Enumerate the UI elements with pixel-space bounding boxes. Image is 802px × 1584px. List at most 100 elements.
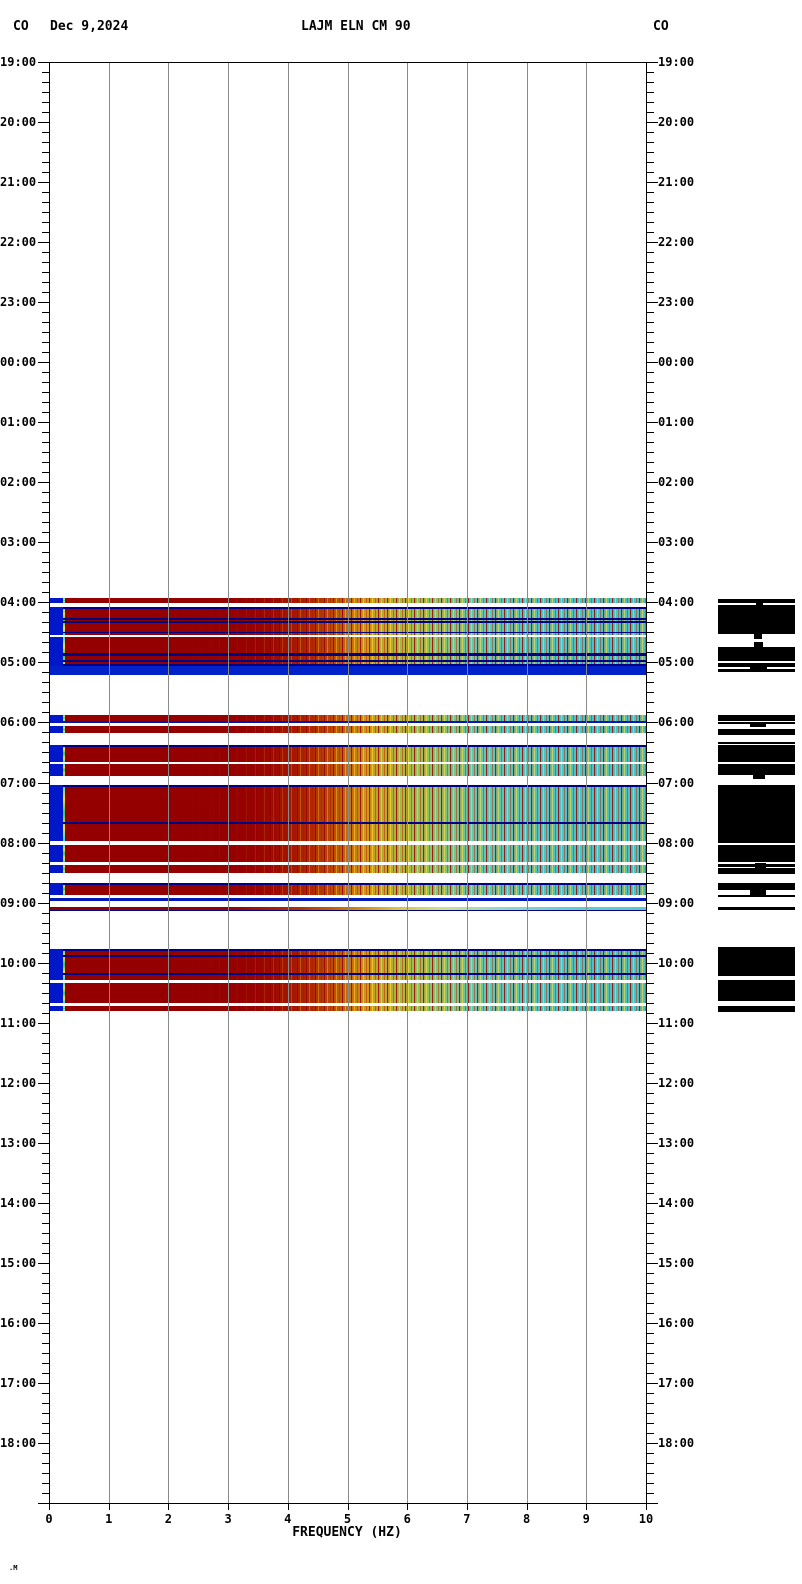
minor-tick-left — [42, 232, 49, 234]
minor-tick-right — [647, 712, 654, 714]
minor-tick-right — [647, 1402, 654, 1404]
minor-tick-right — [647, 1012, 654, 1014]
hour-tick-left — [38, 302, 49, 304]
band-top-edge — [63, 883, 646, 885]
low-frequency-strip — [49, 598, 63, 603]
minor-tick-left — [42, 1012, 49, 1014]
minor-tick-right — [647, 1042, 654, 1044]
hour-tick-left — [38, 482, 49, 484]
hour-tick-right — [647, 1022, 658, 1024]
spectrogram-band — [49, 764, 646, 776]
hour-tick-left — [38, 422, 49, 424]
minor-tick-right — [647, 1412, 654, 1414]
band-horizontal-line — [63, 621, 646, 623]
hour-tick-right — [647, 482, 658, 484]
frequency-gridline — [407, 62, 409, 1503]
minor-tick-left — [42, 1282, 49, 1284]
waveform-trace — [754, 642, 763, 647]
minor-tick-left — [42, 372, 49, 374]
minor-tick-left — [42, 732, 49, 734]
hour-tick-left — [38, 62, 49, 63]
x-tick-label: 4 — [284, 1512, 292, 1526]
minor-tick-left — [42, 92, 49, 94]
minor-tick-left — [42, 1042, 49, 1044]
time-label-right: 19:00 — [658, 55, 695, 69]
minor-tick-right — [647, 372, 654, 374]
minor-tick-right — [647, 222, 654, 224]
hour-tick-left — [38, 1262, 49, 1264]
minor-tick-left — [42, 1222, 49, 1224]
band-top-edge — [63, 785, 646, 787]
x-axis-tick — [586, 1503, 588, 1510]
time-label-right: 03:00 — [658, 535, 695, 550]
minor-tick-left — [42, 1472, 49, 1474]
minor-tick-right — [647, 802, 654, 804]
hour-tick-left — [38, 1322, 49, 1324]
minor-tick-left — [42, 382, 49, 384]
minor-tick-left — [42, 892, 49, 894]
waveform-trace — [718, 607, 795, 634]
waveform-trace — [750, 665, 767, 672]
minor-tick-left — [42, 832, 49, 834]
minor-tick-right — [647, 522, 654, 524]
band-horizontal-line — [63, 618, 646, 620]
minor-tick-left — [42, 1072, 49, 1074]
time-label-right: 05:00 — [658, 655, 695, 670]
waveform-trace — [754, 634, 762, 639]
hour-tick-left — [38, 842, 49, 844]
band-horizontal-line — [63, 973, 646, 975]
minor-tick-left — [42, 212, 49, 214]
time-label-left: 15:00 — [0, 1255, 37, 1270]
hour-tick-left — [38, 1082, 49, 1084]
minor-tick-right — [647, 952, 654, 954]
waveform-trace — [718, 729, 795, 735]
waveform-trace — [718, 764, 795, 775]
time-label-left: 05:00 — [0, 655, 37, 670]
hour-tick-left — [38, 242, 49, 244]
time-label-left: 21:00 — [0, 175, 37, 190]
minor-tick-right — [647, 932, 654, 934]
minor-tick-left — [42, 1302, 49, 1304]
band-horizontal-line — [63, 632, 646, 633]
minor-tick-left — [42, 1102, 49, 1104]
spectrogram-band-body — [63, 764, 646, 776]
hour-tick-left — [38, 722, 49, 724]
minor-tick-right — [647, 552, 654, 554]
frequency-gridline — [108, 62, 110, 1503]
minor-tick-right — [647, 1472, 654, 1474]
plot-border-right — [646, 62, 647, 1503]
time-label-right: 08:00 — [658, 835, 695, 850]
minor-tick-right — [647, 1462, 654, 1464]
hour-tick-right — [647, 602, 658, 604]
minor-tick-right — [647, 152, 654, 154]
minor-tick-left — [42, 1112, 49, 1114]
minor-tick-right — [647, 272, 654, 274]
low-frequency-strip — [49, 1006, 63, 1011]
minor-tick-right — [647, 1252, 654, 1254]
time-label-right: 11:00 — [658, 1015, 695, 1030]
hour-tick-left — [38, 602, 49, 604]
minor-tick-right — [647, 982, 654, 984]
minor-tick-left — [42, 882, 49, 884]
minor-tick-left — [42, 1212, 49, 1214]
minor-tick-right — [647, 72, 654, 73]
minor-tick-left — [42, 442, 49, 444]
waveform-trace — [718, 864, 795, 867]
frequency-gridline — [287, 62, 289, 1503]
minor-tick-left — [42, 752, 49, 754]
minor-tick-left — [42, 202, 49, 204]
minor-tick-left — [42, 1342, 49, 1344]
minor-tick-left — [42, 872, 49, 874]
minor-tick-left — [42, 682, 49, 684]
minor-tick-right — [647, 922, 654, 924]
minor-tick-left — [42, 1412, 49, 1414]
minor-tick-right — [647, 1292, 654, 1294]
spectrogram-band — [49, 715, 646, 721]
waveform-trace — [718, 980, 795, 1001]
minor-tick-left — [42, 822, 49, 824]
minor-tick-left — [42, 1292, 49, 1294]
minor-tick-right — [647, 1052, 654, 1054]
network-code-right: CO — [653, 19, 669, 34]
x-axis-tick — [526, 1503, 528, 1510]
minor-tick-left — [42, 522, 49, 524]
